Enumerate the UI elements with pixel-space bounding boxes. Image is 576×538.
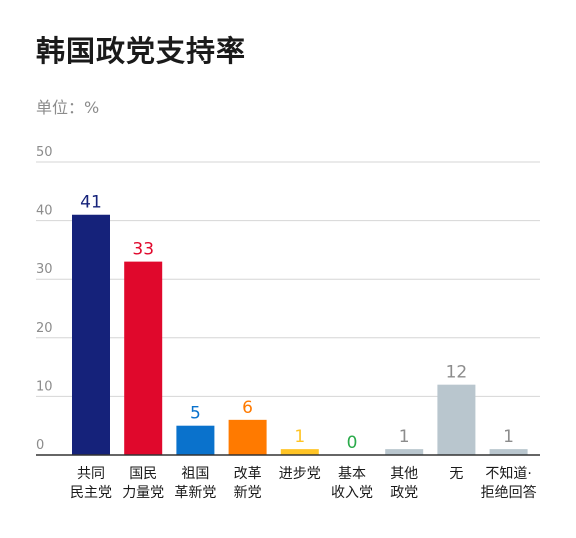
- y-tick-10: 10: [36, 379, 53, 394]
- bar-4: [280, 449, 319, 455]
- category-label-6-1: 政党: [390, 485, 418, 501]
- category-label-2-1: 革新党: [174, 485, 216, 501]
- category-label-8-0: 不知道·: [485, 465, 531, 482]
- y-tick-50: 50: [36, 145, 53, 160]
- category-label-3-1: 新党: [234, 485, 262, 501]
- bar-2: [176, 425, 215, 455]
- category-label-0-1: 民主党: [70, 485, 112, 501]
- category-label-4-0: 进步党: [279, 466, 321, 482]
- bars: [72, 214, 528, 455]
- category-label-2-0: 祖国: [181, 466, 209, 482]
- bar-7: [437, 384, 476, 455]
- category-label-3-0: 改革: [234, 466, 262, 482]
- data-labels: 41 33 5 6 1 0 1 12 1: [80, 193, 514, 453]
- y-tick-30: 30: [36, 262, 53, 277]
- category-label-1-0: 国民: [129, 466, 157, 482]
- category-label-5-1: 收入党: [331, 485, 373, 501]
- bar-6: [385, 449, 424, 455]
- data-label-3: 6: [242, 398, 253, 418]
- data-label-6: 1: [399, 427, 410, 447]
- y-tick-40: 40: [36, 204, 53, 219]
- bar-3: [228, 419, 267, 455]
- category-label-1-1: 力量党: [122, 485, 164, 501]
- data-label-1: 33: [132, 240, 154, 260]
- data-label-5: 0: [347, 433, 358, 453]
- bar-8: [489, 449, 528, 455]
- data-label-4: 1: [294, 427, 305, 447]
- category-label-6-0: 其他: [390, 466, 418, 482]
- y-tick-20: 20: [36, 321, 53, 336]
- data-label-8: 1: [503, 427, 514, 447]
- unit-label: 单位：%: [36, 98, 100, 117]
- category-label-0-0: 共同: [77, 466, 105, 482]
- data-label-0: 41: [80, 193, 102, 213]
- bar-0: [72, 214, 110, 455]
- data-label-2: 5: [190, 404, 201, 424]
- gridlines: [36, 161, 540, 397]
- category-label-5-0: 基本: [338, 465, 366, 482]
- y-tick-labels: 0 10 20 30 40 50: [36, 145, 53, 453]
- category-label-7-0: 无: [449, 466, 463, 482]
- chart-title: 韩国政党支持率: [36, 34, 247, 68]
- y-tick-0: 0: [36, 438, 44, 453]
- bar-1: [124, 261, 163, 455]
- data-label-7: 12: [446, 363, 468, 383]
- category-label-8-1: 拒绝回答: [481, 484, 537, 501]
